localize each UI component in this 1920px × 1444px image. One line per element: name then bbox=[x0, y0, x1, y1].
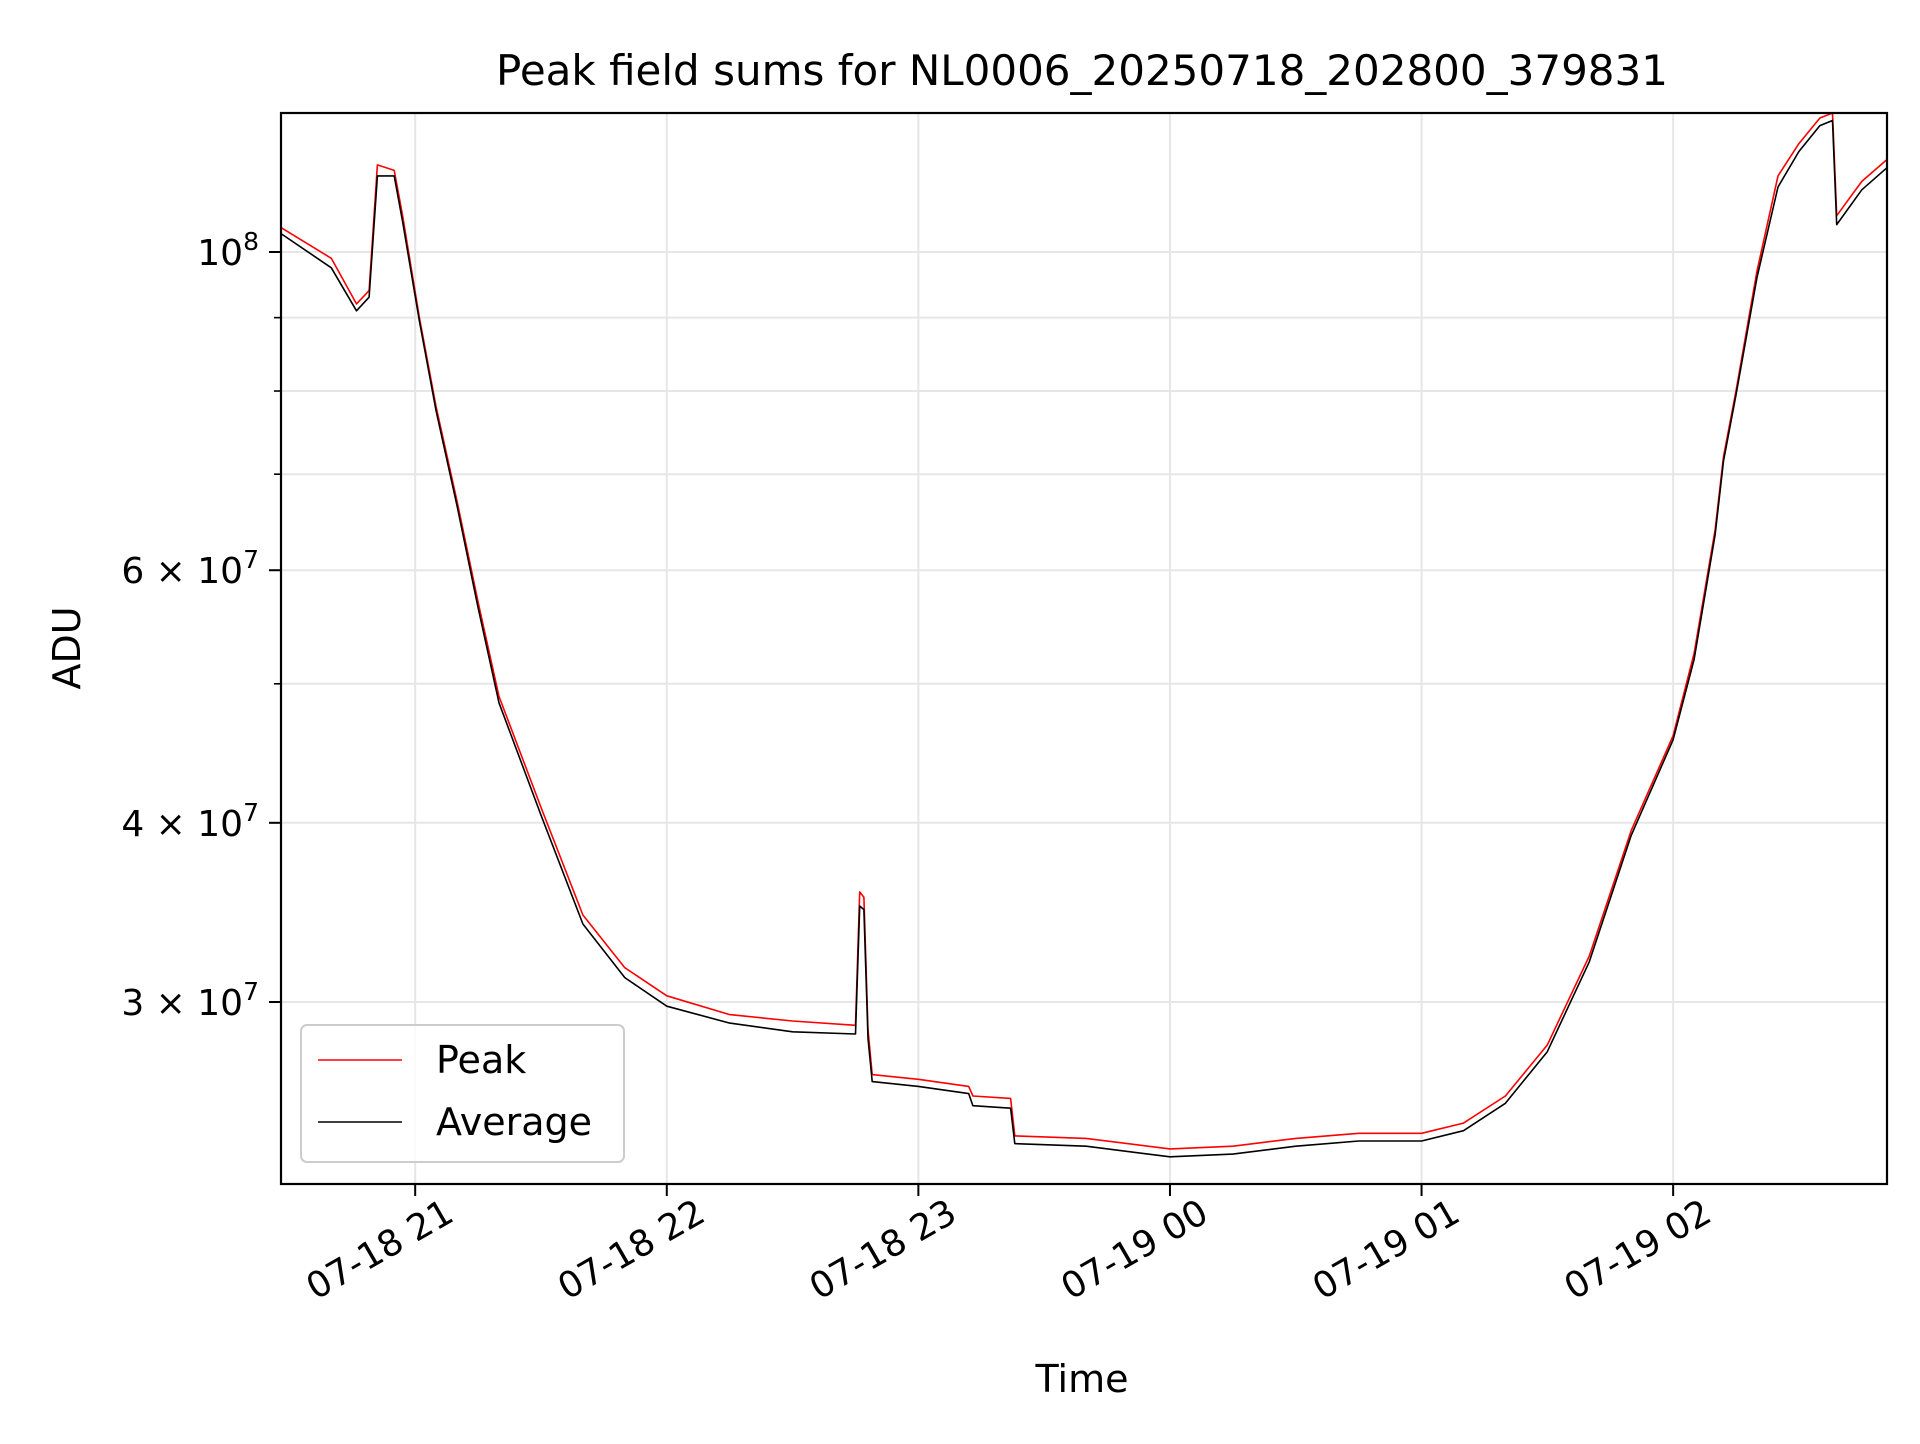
y-tick-exponent: 7 bbox=[243, 977, 259, 1006]
series-layer bbox=[280, 112, 1888, 1158]
y-tick-label: 3 × 107 bbox=[121, 977, 259, 1024]
y-tick-mantissa: 3 × bbox=[121, 983, 197, 1024]
y-tick-exponent: 7 bbox=[243, 798, 259, 827]
legend: Peak Average bbox=[300, 1024, 625, 1163]
y-tick-mantissa: 6 × bbox=[121, 551, 197, 592]
y-tick-exponent: 8 bbox=[243, 227, 259, 256]
y-axis-label: ADU bbox=[45, 606, 89, 689]
x-axis-label: Time bbox=[1035, 1357, 1129, 1401]
y-tick-label: 6 × 107 bbox=[121, 545, 259, 592]
y-tick-base: 10 bbox=[197, 551, 243, 592]
chart-title: Peak field sums for NL0006_20250718_2028… bbox=[496, 46, 1668, 95]
legend-label-peak: Peak bbox=[436, 1038, 526, 1082]
y-tick-mantissa: 4 × bbox=[121, 804, 197, 845]
y-tick-base: 10 bbox=[197, 233, 243, 274]
grid-layer bbox=[281, 113, 1887, 1184]
series-line-average bbox=[280, 119, 1888, 1158]
legend-label-average: Average bbox=[436, 1100, 592, 1144]
plot-frame bbox=[279, 111, 1889, 1186]
y-tick-exponent: 7 bbox=[243, 545, 259, 574]
y-tick-label: 108 bbox=[197, 227, 259, 274]
y-tick-label: 4 × 107 bbox=[121, 798, 259, 845]
y-tick-base: 10 bbox=[197, 804, 243, 845]
y-tick-base: 10 bbox=[197, 983, 243, 1024]
